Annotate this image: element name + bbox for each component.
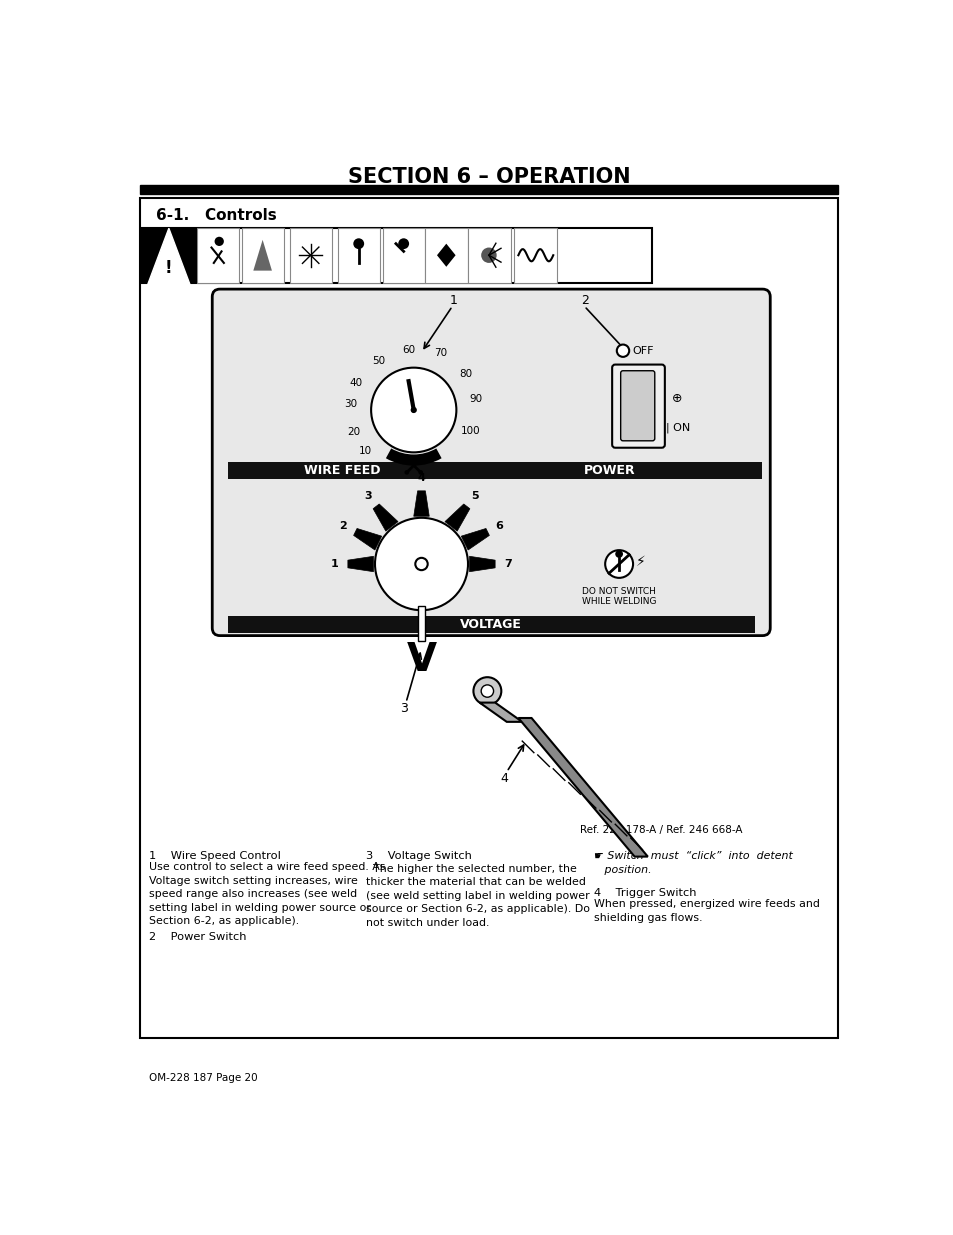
Text: V: V — [406, 641, 436, 679]
Bar — [140, 199, 837, 1037]
Circle shape — [604, 550, 633, 578]
Text: 1: 1 — [331, 559, 338, 569]
Text: 4: 4 — [417, 473, 425, 483]
Polygon shape — [436, 243, 456, 267]
Text: 100: 100 — [460, 426, 480, 436]
Polygon shape — [373, 504, 397, 531]
Bar — [468, 227, 510, 283]
Circle shape — [418, 456, 422, 461]
Polygon shape — [517, 718, 647, 857]
Text: 3: 3 — [400, 703, 408, 715]
Circle shape — [617, 345, 629, 357]
Circle shape — [371, 368, 456, 452]
Text: 7: 7 — [504, 559, 512, 569]
Text: 3: 3 — [364, 492, 372, 501]
Text: WHILE WELDING: WHILE WELDING — [581, 597, 656, 606]
Circle shape — [615, 550, 622, 558]
Circle shape — [397, 238, 409, 249]
Text: WIRE FEED: WIRE FEED — [303, 464, 380, 478]
Polygon shape — [461, 529, 489, 550]
Text: 90: 90 — [469, 394, 482, 404]
Circle shape — [415, 558, 427, 571]
Bar — [228, 462, 456, 479]
Text: 5: 5 — [471, 492, 478, 501]
Text: !: ! — [165, 258, 172, 277]
Bar — [141, 227, 652, 283]
Text: 3    Voltage Switch: 3 Voltage Switch — [365, 851, 471, 861]
Bar — [196, 227, 239, 283]
Circle shape — [418, 471, 422, 474]
Circle shape — [214, 237, 224, 246]
Text: VOLTAGE: VOLTAGE — [460, 619, 521, 631]
Text: 20: 20 — [347, 426, 360, 437]
Circle shape — [480, 247, 497, 263]
Bar — [382, 227, 425, 283]
Circle shape — [353, 238, 364, 249]
Bar — [417, 606, 425, 641]
Text: 4: 4 — [500, 772, 508, 784]
Text: 50: 50 — [372, 356, 385, 366]
Bar — [228, 616, 754, 634]
Bar — [514, 227, 557, 283]
Circle shape — [375, 517, 468, 610]
Text: 10: 10 — [358, 446, 372, 456]
Text: 40: 40 — [349, 378, 362, 388]
Text: OM-228 187 Page 20: OM-228 187 Page 20 — [149, 1073, 257, 1083]
Polygon shape — [469, 556, 495, 572]
Polygon shape — [147, 228, 191, 287]
Text: The higher the selected number, the
thicker the material that can be welded
(see: The higher the selected number, the thic… — [365, 863, 589, 927]
FancyBboxPatch shape — [612, 364, 664, 448]
Circle shape — [404, 456, 409, 461]
Bar — [140, 185, 837, 194]
Bar — [337, 227, 380, 283]
Text: ☛ Switch  must  “click”  into  detent
   position.: ☛ Switch must “click” into detent positi… — [593, 851, 792, 876]
Text: 1    Wire Speed Control: 1 Wire Speed Control — [149, 851, 280, 861]
Text: 2: 2 — [339, 521, 347, 531]
Text: ⊕: ⊕ — [671, 391, 681, 405]
Text: Use control to select a wire feed speed. As
Voltage switch setting increases, wi: Use control to select a wire feed speed.… — [149, 862, 385, 926]
Text: 30: 30 — [343, 399, 356, 410]
Text: 70: 70 — [434, 348, 447, 358]
Bar — [456, 462, 761, 479]
Text: | ON: | ON — [665, 422, 689, 433]
Polygon shape — [444, 504, 470, 531]
Text: Ref. 228 178-A / Ref. 246 668-A: Ref. 228 178-A / Ref. 246 668-A — [579, 825, 742, 835]
Polygon shape — [479, 703, 521, 721]
Circle shape — [480, 685, 493, 698]
Text: ⚡: ⚡ — [636, 555, 645, 568]
Polygon shape — [354, 529, 381, 550]
FancyBboxPatch shape — [212, 289, 769, 636]
Polygon shape — [348, 556, 373, 572]
Text: 1: 1 — [450, 294, 457, 308]
Text: 2    Power Switch: 2 Power Switch — [149, 932, 246, 942]
Text: DO NOT SWITCH: DO NOT SWITCH — [581, 587, 656, 597]
Text: 6: 6 — [495, 521, 503, 531]
Circle shape — [404, 471, 409, 474]
Text: 60: 60 — [401, 345, 415, 356]
Circle shape — [410, 406, 416, 412]
Polygon shape — [414, 490, 429, 516]
Text: POWER: POWER — [583, 464, 635, 478]
Bar — [241, 227, 284, 283]
Text: OFF: OFF — [632, 346, 653, 356]
Bar — [425, 227, 468, 283]
Text: SECTION 6 – OPERATION: SECTION 6 – OPERATION — [347, 168, 630, 188]
Polygon shape — [253, 240, 272, 270]
Text: 4    Trigger Switch: 4 Trigger Switch — [593, 888, 696, 898]
Circle shape — [473, 677, 500, 705]
Text: 80: 80 — [458, 369, 472, 379]
Text: When pressed, energized wire feeds and
shielding gas flows.: When pressed, energized wire feeds and s… — [593, 899, 819, 923]
Bar — [141, 227, 196, 283]
Text: 2: 2 — [580, 294, 588, 308]
Text: 6-1.   Controls: 6-1. Controls — [156, 207, 277, 222]
FancyBboxPatch shape — [620, 370, 654, 441]
Bar — [290, 227, 332, 283]
